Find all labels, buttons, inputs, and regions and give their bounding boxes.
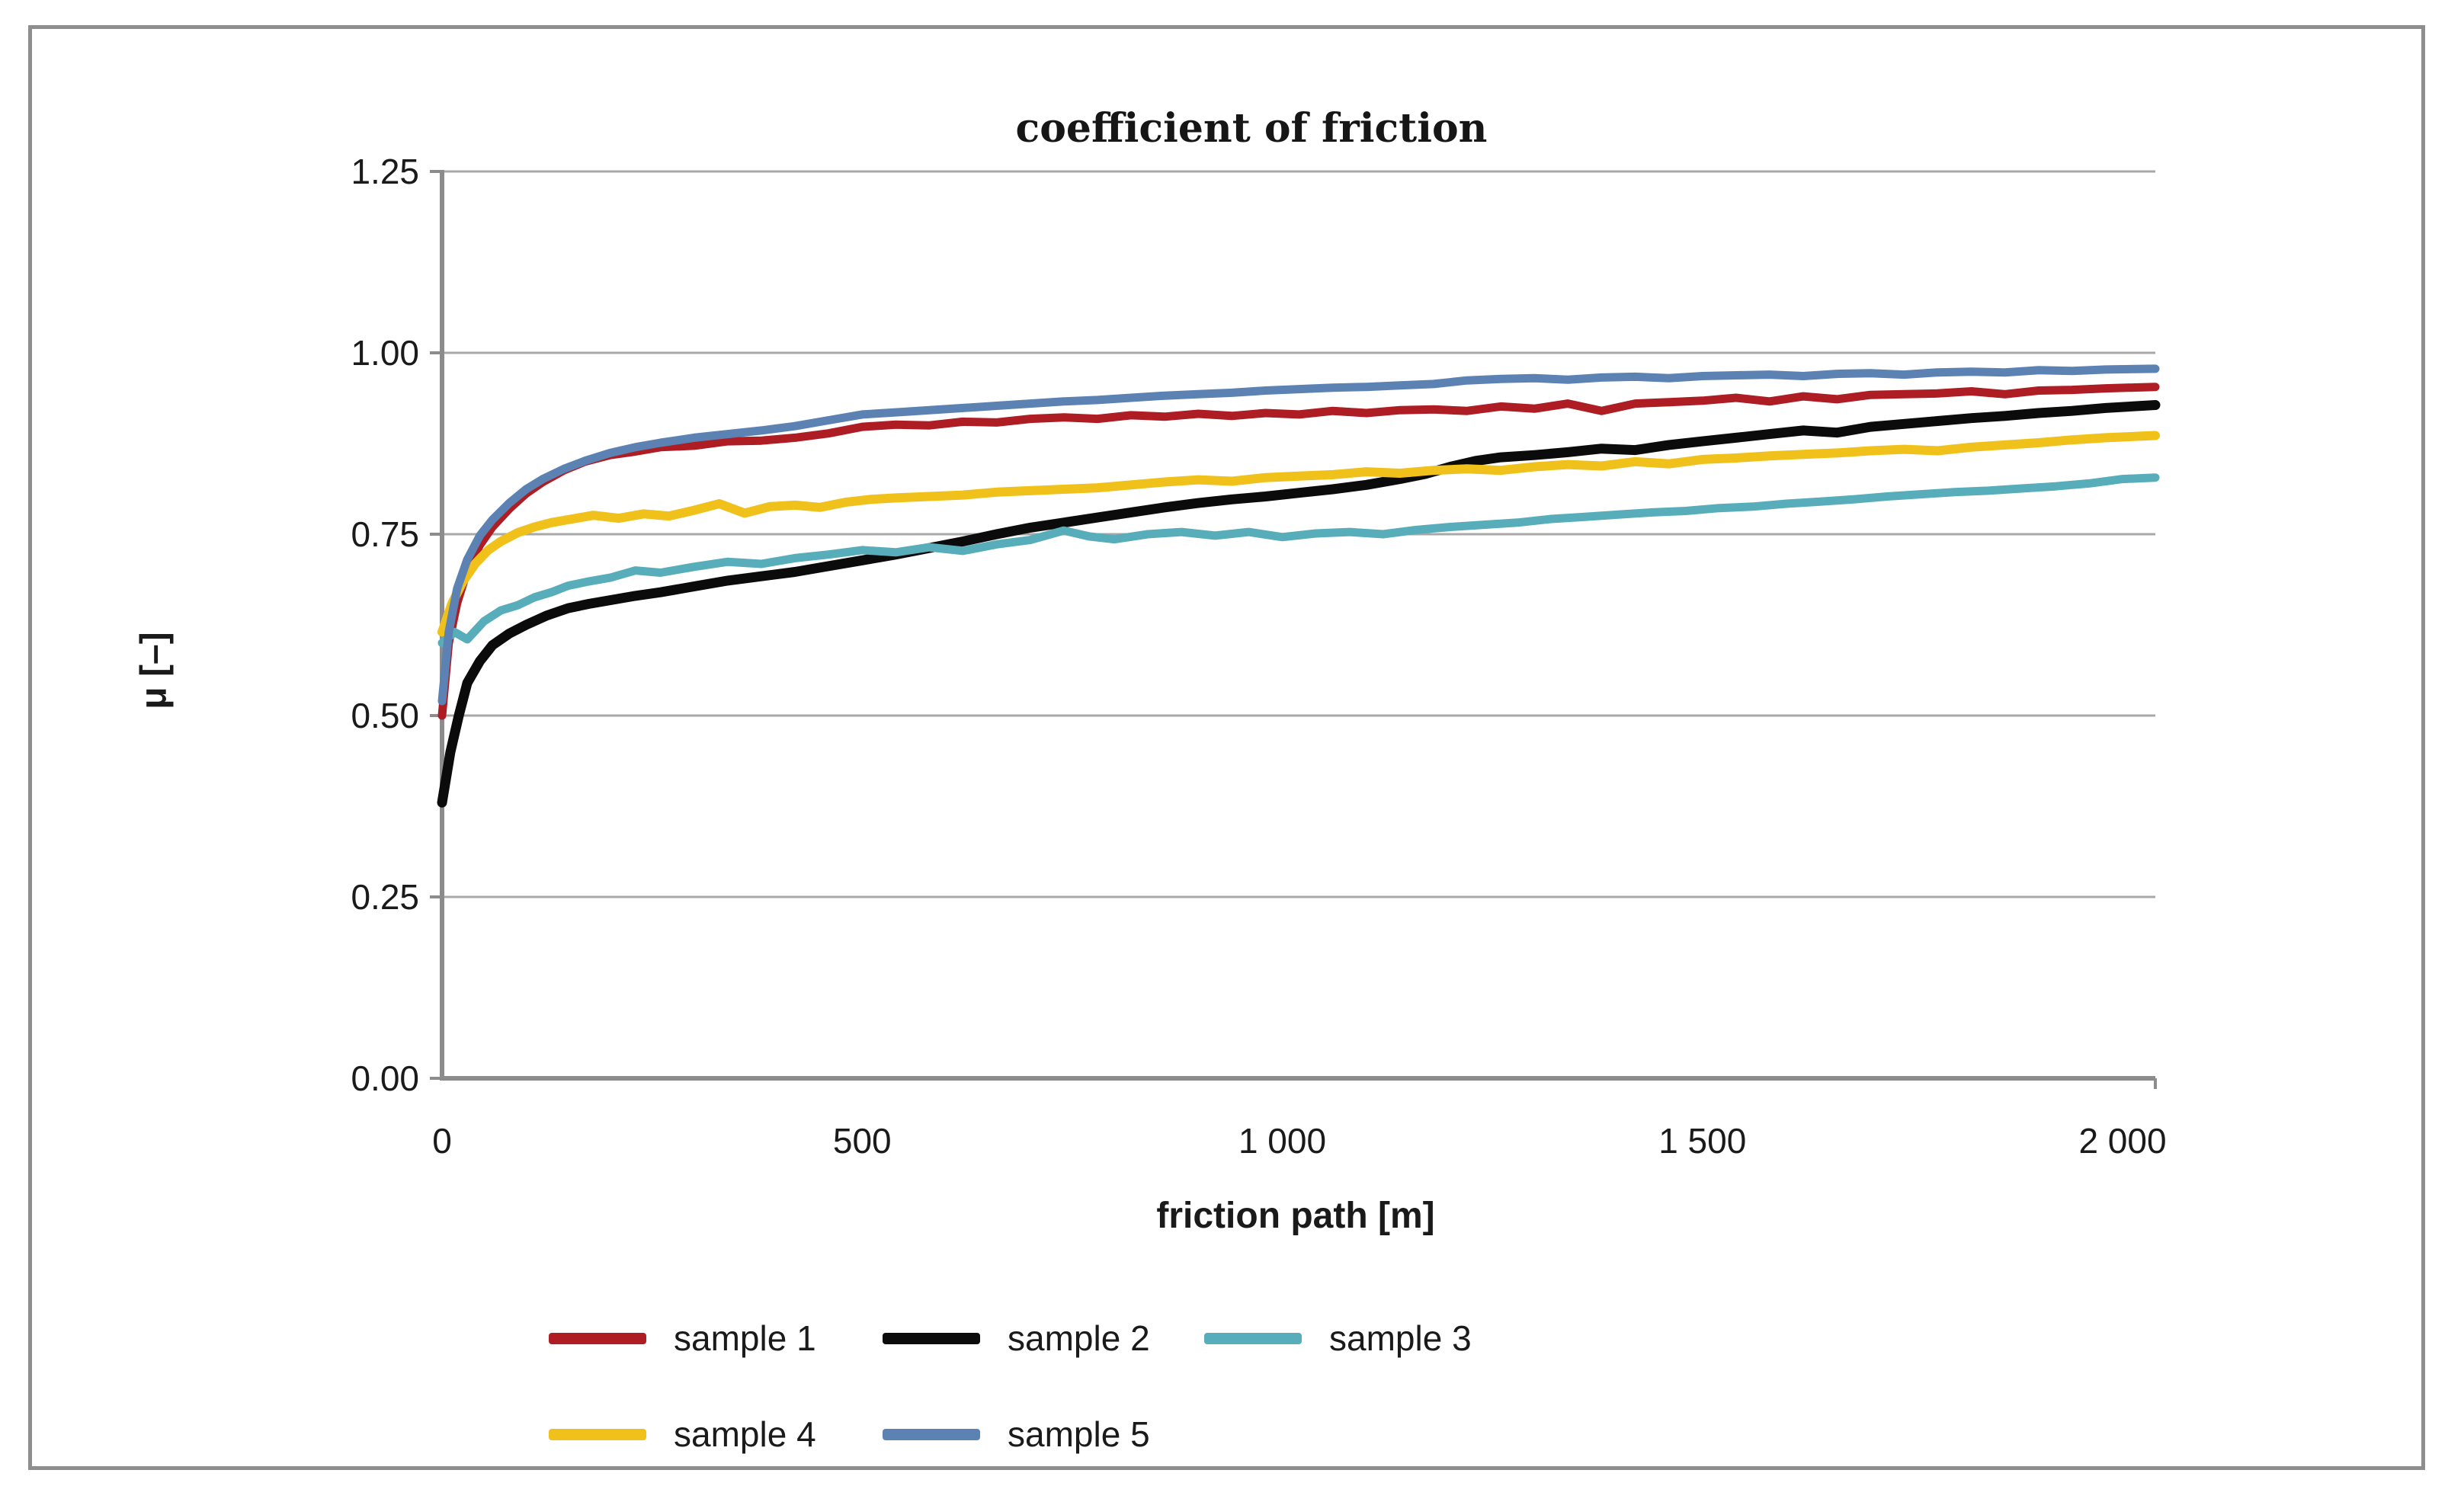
- x-axis-title: friction path [m]: [1156, 1196, 1435, 1236]
- series-line-sample-4: [437, 431, 2160, 637]
- legend-label: sample 1: [674, 1318, 816, 1358]
- y-tick-label: 0.50: [351, 696, 419, 735]
- legend-label: sample 4: [674, 1414, 816, 1454]
- legend-swatch-icon: [549, 1332, 646, 1344]
- y-tick-label: 0.25: [351, 877, 419, 917]
- x-tick-label: 2 000: [2078, 1121, 2167, 1161]
- y-axis-title: μ [–]: [133, 632, 175, 709]
- legend-entry-sample-1: sample 1: [549, 1316, 816, 1360]
- legend-swatch-icon: [883, 1332, 980, 1344]
- y-tick-label: 0.00: [351, 1058, 419, 1098]
- legend-swatch-icon: [883, 1428, 980, 1440]
- legend-entry-sample-5: sample 5: [883, 1412, 1150, 1456]
- x-tick-label: 0: [432, 1121, 452, 1161]
- series-line-sample-2: [437, 400, 2161, 808]
- legend-label: sample 2: [1008, 1318, 1150, 1358]
- legend-entry-sample-2: sample 2: [883, 1316, 1150, 1360]
- legend-label: sample 3: [1329, 1318, 1472, 1358]
- chart-title: coefficient of friction: [1015, 105, 1488, 152]
- legend-label: sample 5: [1008, 1414, 1150, 1454]
- series-line-sample-3: [437, 473, 2160, 648]
- figure-border: [28, 25, 2425, 1470]
- series-line-sample-5: [437, 364, 2160, 706]
- legend-entry-sample-4: sample 4: [549, 1412, 816, 1456]
- legend-swatch-icon: [549, 1428, 646, 1440]
- y-tick-label: 1.25: [351, 152, 419, 191]
- x-tick-label: 500: [832, 1121, 892, 1161]
- x-tick-label: 1 500: [1658, 1121, 1747, 1161]
- x-tick-label: 1 000: [1238, 1121, 1327, 1161]
- legend-swatch-icon: [1204, 1332, 1302, 1344]
- legend-entry-sample-3: sample 3: [1204, 1316, 1472, 1360]
- y-tick-label: 0.75: [351, 514, 419, 554]
- y-tick-label: 1.00: [351, 333, 419, 373]
